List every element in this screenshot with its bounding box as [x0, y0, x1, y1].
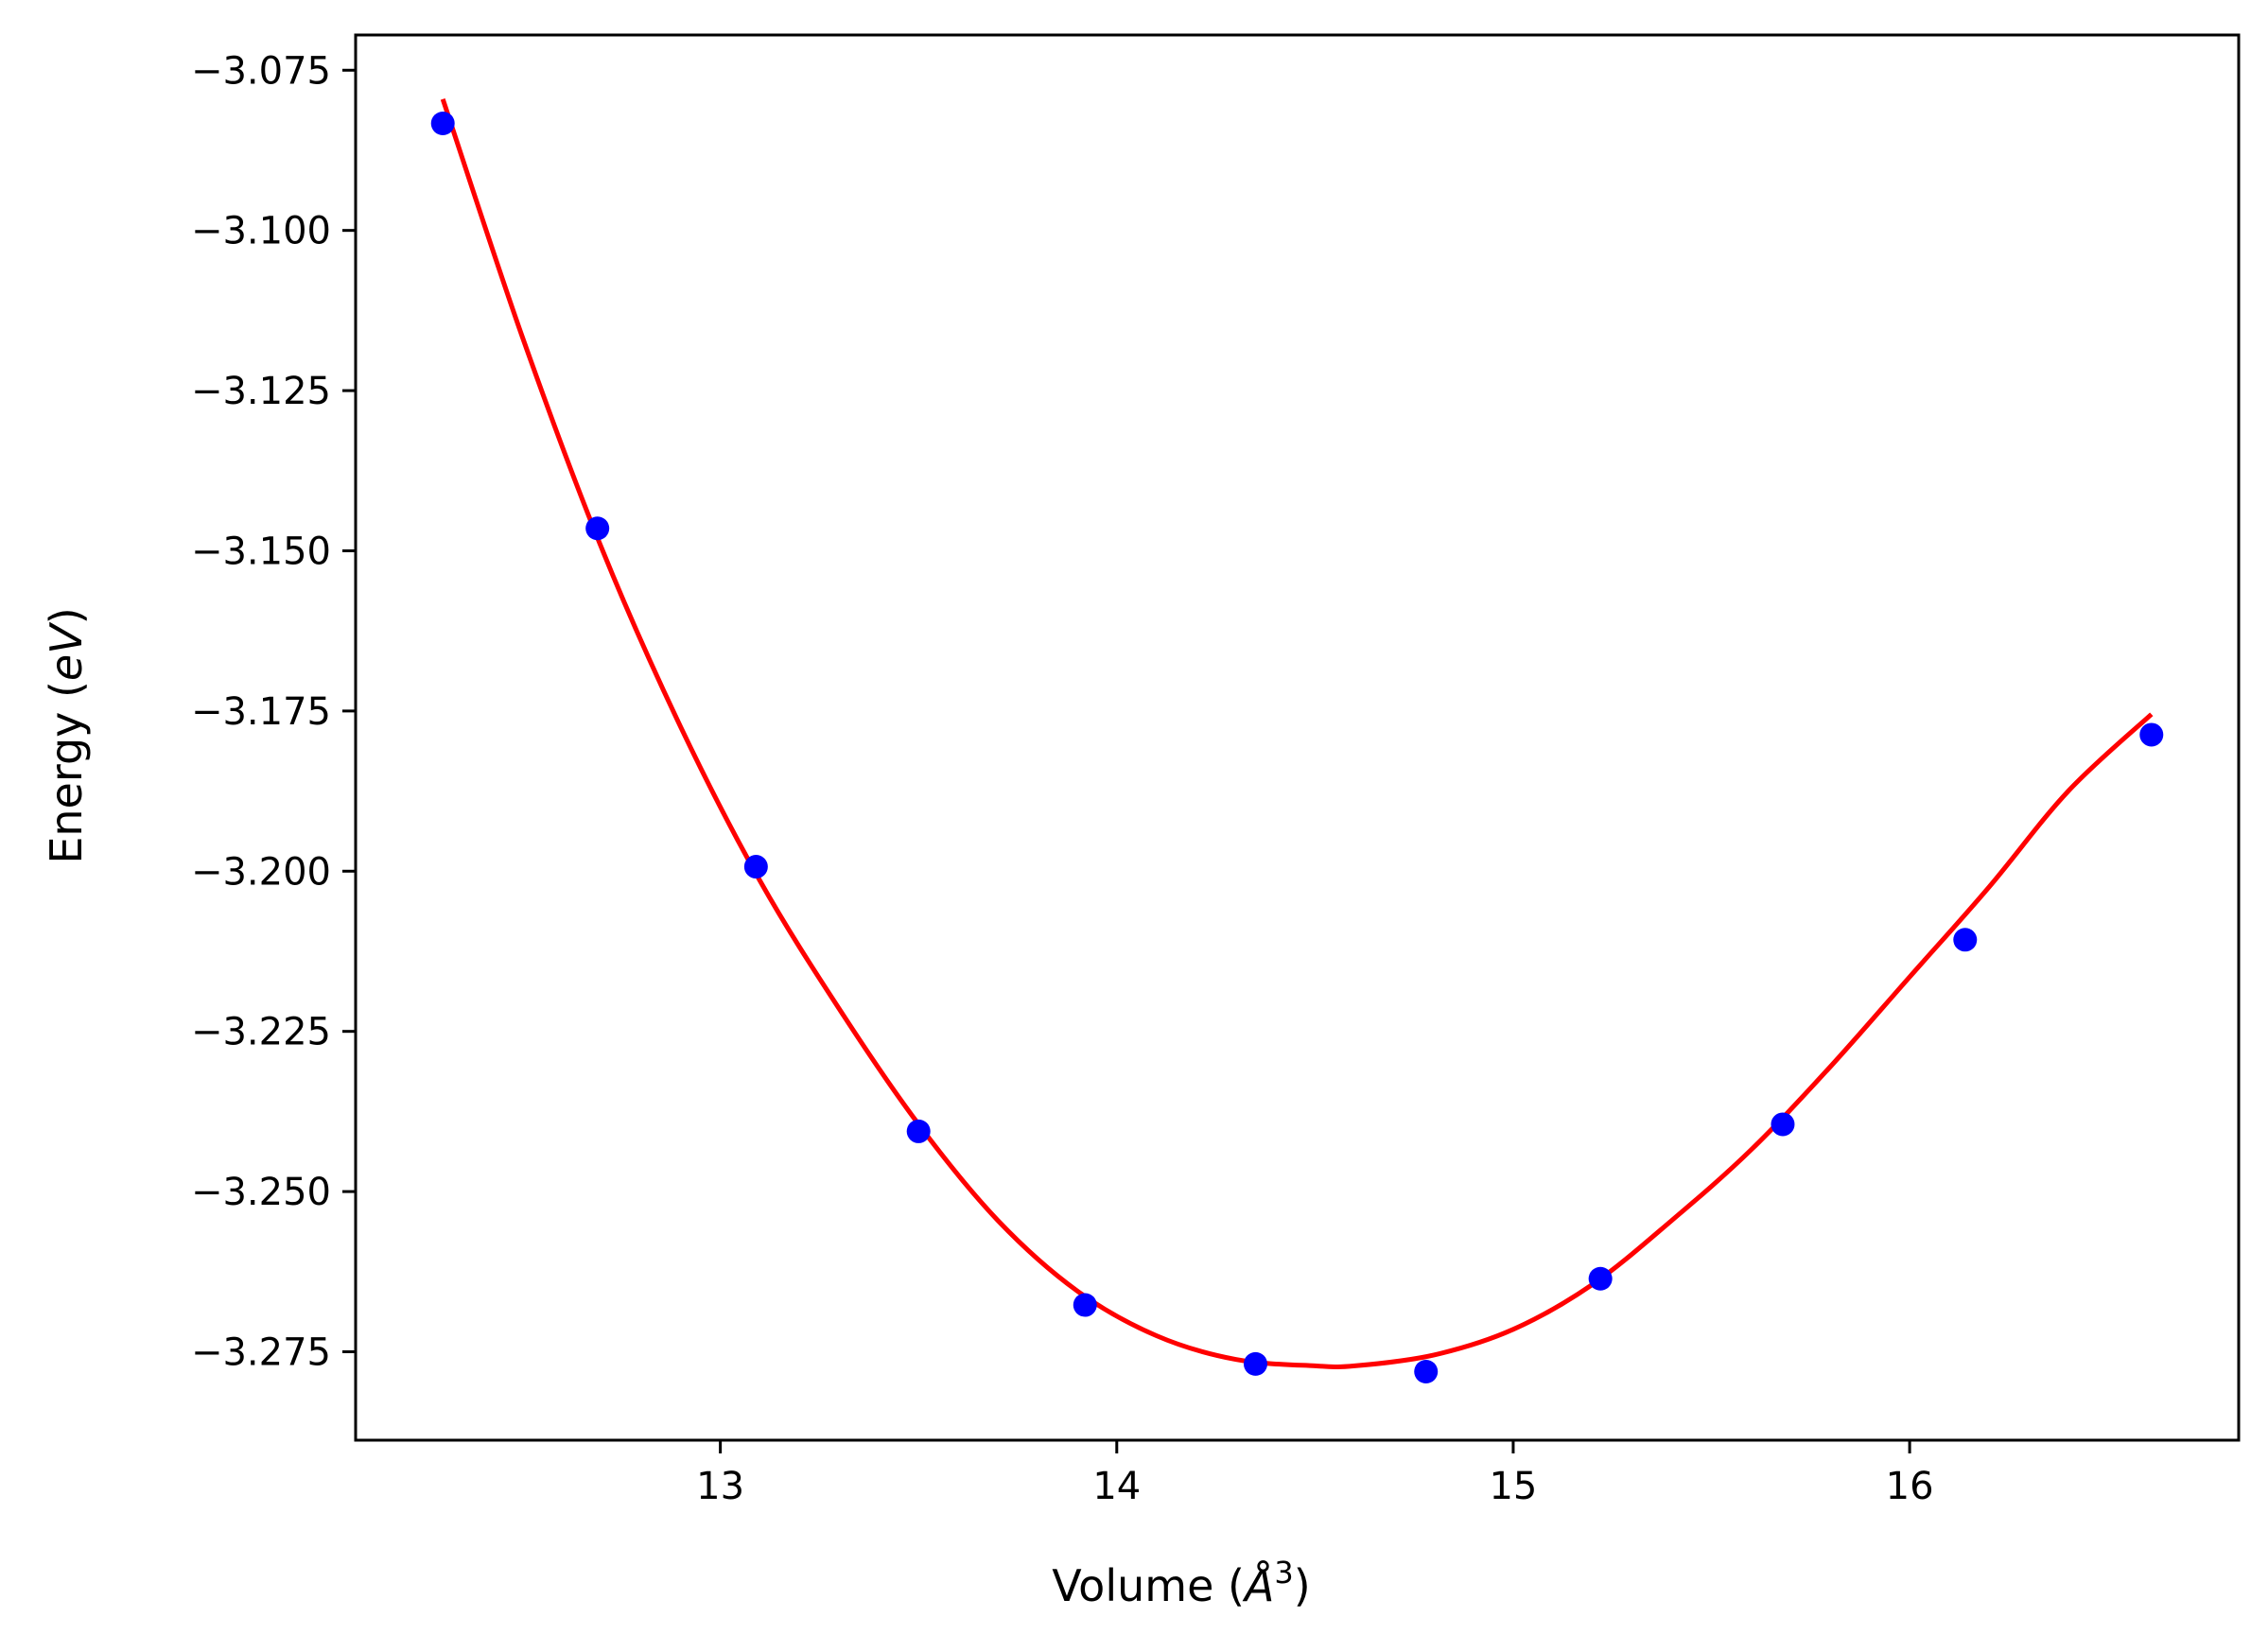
data-point: [1588, 1266, 1613, 1291]
data-point: [430, 112, 455, 136]
y-tick-label: −3.125: [191, 370, 331, 413]
data-point: [1243, 1351, 1267, 1376]
x-tick-label: 16: [1886, 1465, 1934, 1508]
y-tick-label: −3.100: [191, 210, 331, 253]
x-tick-label: 15: [1489, 1465, 1537, 1508]
x-tick-label: 13: [696, 1465, 744, 1508]
y-tick-label: −3.175: [191, 690, 331, 734]
y-tick-label: −3.200: [191, 850, 331, 894]
plot-content: [430, 98, 2164, 1383]
axis-ticks: 13 14 15 16 −3.075 −3.100 −3.125 −3.150 −3.175 −3…: [191, 49, 1934, 1508]
data-point: [1771, 1112, 1795, 1137]
data-point: [906, 1119, 931, 1143]
data-point: [2139, 722, 2164, 747]
y-tick-label: −3.250: [191, 1171, 331, 1214]
x-tick-label: 14: [1092, 1465, 1141, 1508]
data-point: [1414, 1359, 1439, 1383]
x-axis-label: Volume (Å3): [1052, 1555, 1310, 1611]
fit-curve: [440, 98, 2154, 1370]
plot-frame: [354, 33, 2241, 1442]
data-point: [1073, 1293, 1097, 1317]
y-tick-label: −3.150: [191, 530, 331, 573]
data-point: [585, 516, 610, 541]
y-tick-label: −3.275: [191, 1330, 331, 1374]
y-tick-label: −3.075: [191, 49, 331, 93]
y-tick-label: −3.225: [191, 1011, 331, 1054]
y-axis-label: Energy (eV): [41, 607, 92, 863]
data-point: [743, 855, 768, 879]
data-point: [1953, 928, 1978, 952]
